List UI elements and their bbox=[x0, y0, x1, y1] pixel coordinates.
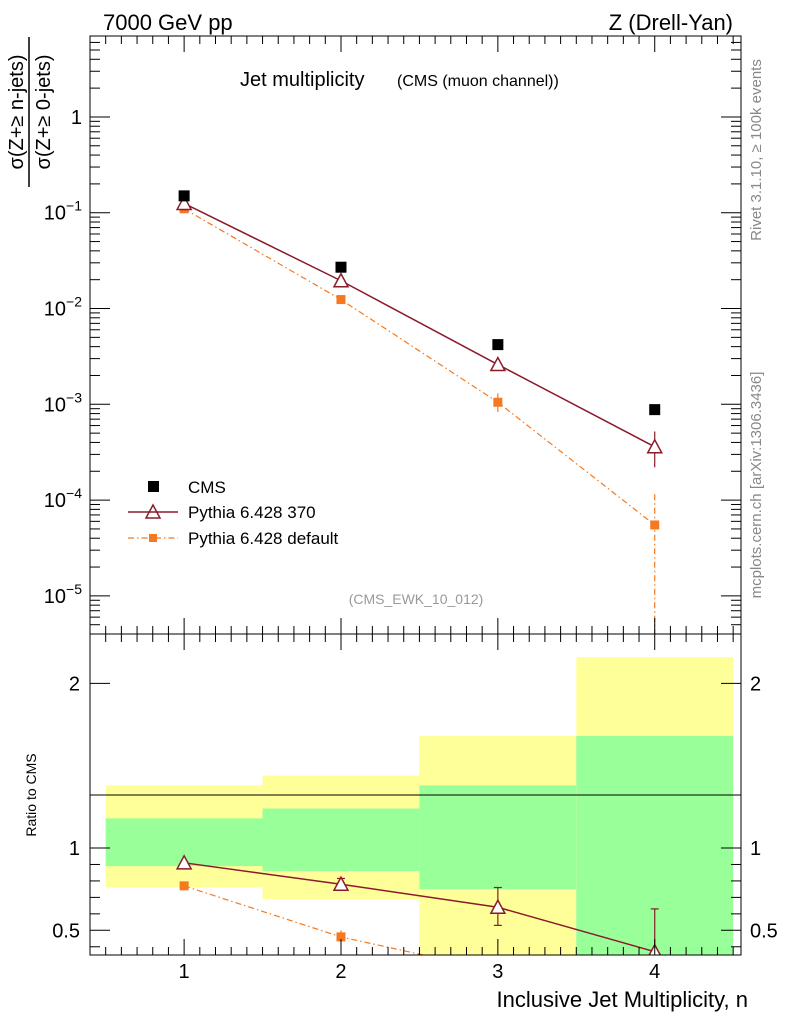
x-tick-label: 1 bbox=[179, 961, 190, 983]
point-pythia-370 bbox=[175, 194, 193, 211]
main-y-axis-label: σ(Z+≥ n-jets) σ(Z+≥ 0-jets) bbox=[6, 37, 55, 187]
x-tick-label: 3 bbox=[492, 961, 503, 983]
point-pythia-370 bbox=[332, 272, 350, 288]
legend-label-pythia-370: Pythia 6.428 370 bbox=[188, 503, 316, 522]
point-pythia-default bbox=[336, 295, 346, 305]
series-line-pythia-370 bbox=[183, 202, 656, 448]
ratio-bands bbox=[105, 657, 734, 955]
point-pythia-370 bbox=[489, 355, 507, 372]
ratio-y-tick-label-right: 1 bbox=[750, 838, 761, 860]
y-tick-label: 10−3 bbox=[44, 389, 82, 416]
main-panel: Jet multiplicity (CMS (muon channel)) (C… bbox=[6, 35, 742, 635]
point-cms bbox=[649, 404, 661, 416]
ratio-axes: 0.5 0.5 1 1 2 2 1 2 3 4 bbox=[52, 634, 778, 983]
point-pythia-370 bbox=[646, 438, 663, 454]
point-cms bbox=[178, 190, 190, 202]
uncertainty-band-green bbox=[419, 785, 577, 890]
rivet-label: Rivet 3.1.10, ≥ 100k events bbox=[748, 59, 765, 241]
ratio-y-axis-label: Ratio to CMS bbox=[23, 753, 39, 836]
ratio-point-pythia-370 bbox=[489, 898, 507, 915]
ratio-y-tick-label-right: 0.5 bbox=[750, 920, 778, 942]
y-label-denominator: σ(Z+≥ 0-jets) bbox=[33, 55, 55, 170]
legend-marker-pythia-default bbox=[149, 534, 157, 542]
point-pythia-default bbox=[493, 397, 503, 407]
ratio-line-pythia-370 bbox=[184, 862, 655, 953]
main-axes: 1 10−1 10−2 10−3 10−4 10−5 bbox=[44, 35, 741, 635]
legend-label-cms: CMS bbox=[188, 478, 226, 497]
series-line-pythia-default bbox=[183, 208, 656, 526]
legend-marker-cms bbox=[148, 481, 159, 492]
ratio-point-pythia-default bbox=[179, 881, 189, 891]
legend-marker-pythia-370 bbox=[144, 503, 162, 519]
ratio-y-tick-label: 1 bbox=[69, 838, 80, 860]
y-tick-label: 10−1 bbox=[44, 198, 82, 225]
y-tick-label: 1 bbox=[71, 107, 82, 129]
main-title: Jet multiplicity bbox=[240, 69, 364, 91]
uncertainty-band-green bbox=[262, 808, 420, 872]
ratio-y-tick-label-right: 2 bbox=[750, 673, 761, 695]
x-axis-label: Inclusive Jet Multiplicity, n bbox=[497, 987, 748, 1012]
y-tick-label: 10−5 bbox=[44, 581, 82, 608]
main-plot-area bbox=[175, 190, 663, 634]
ratio-y-tick-label: 2 bbox=[69, 673, 80, 695]
header-right: Z (Drell-Yan) bbox=[609, 10, 733, 35]
ratio-panel: 0.5 0.5 1 1 2 2 1 2 3 4 Ratio to CMS Inclusive Je… bbox=[23, 633, 778, 1012]
analysis-tag: (CMS_EWK_10_012) bbox=[349, 591, 484, 607]
main-subtitle: (CMS (muon channel)) bbox=[397, 73, 559, 90]
x-tick-label: 2 bbox=[335, 961, 346, 983]
point-pythia-default bbox=[650, 520, 660, 530]
ratio-point-pythia-370 bbox=[332, 875, 350, 891]
ratio-point-pythia-370 bbox=[175, 854, 193, 870]
y-label-numerator: σ(Z+≥ n-jets) bbox=[6, 55, 28, 170]
legend: CMS Pythia 6.428 370 Pythia 6.428 defaul… bbox=[128, 478, 339, 548]
point-cms bbox=[492, 339, 504, 351]
header-left: 7000 GeV pp bbox=[103, 10, 233, 35]
x-tick-label: 4 bbox=[649, 961, 660, 983]
ratio-y-tick-label: 0.5 bbox=[52, 920, 80, 942]
y-tick-label: 10−2 bbox=[44, 294, 82, 321]
source-label: mcplots.cern.ch [arXiv:1306.3436] bbox=[748, 372, 765, 599]
legend-label-pythia-default: Pythia 6.428 default bbox=[188, 529, 339, 548]
point-cms bbox=[335, 261, 347, 273]
y-tick-label: 10−4 bbox=[44, 485, 82, 512]
ratio-frame bbox=[89, 633, 742, 956]
ratio-point-pythia-default bbox=[336, 932, 346, 942]
